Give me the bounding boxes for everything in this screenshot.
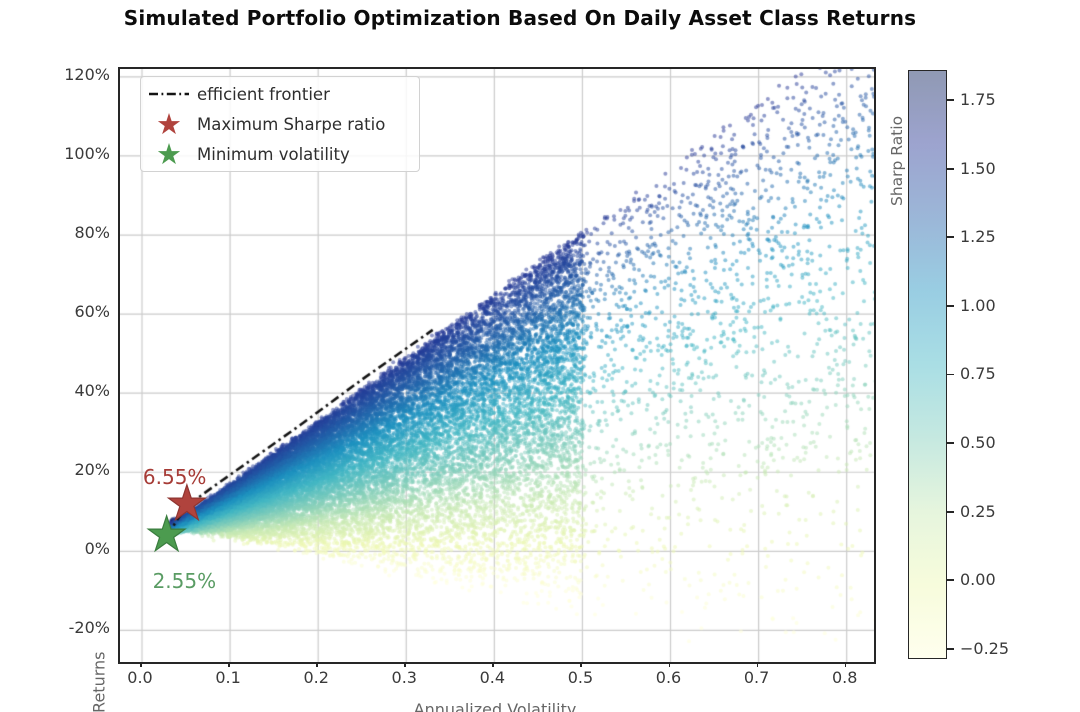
colorbar-tickmark bbox=[946, 579, 954, 582]
x-tickmark bbox=[228, 661, 230, 667]
colorbar-tickmark bbox=[946, 510, 954, 513]
x-tickmark bbox=[668, 661, 671, 667]
colorbar-tick-label: 1.50 bbox=[960, 158, 996, 178]
x-tick-label: 0.4 bbox=[479, 668, 506, 687]
legend-item-efficient-frontier: efficient frontier bbox=[141, 80, 419, 108]
colorbar-tickmark bbox=[946, 442, 954, 444]
colorbar-tick-label: 1.25 bbox=[960, 227, 996, 247]
x-tick-label: 0.5 bbox=[567, 668, 594, 687]
max-sharpe-annotation: 6.55% bbox=[142, 464, 207, 489]
max-sharpe-star-marker: ★ bbox=[165, 475, 209, 532]
x-tickmark bbox=[580, 661, 583, 667]
legend-item-max-sharpe: ★ Maximum Sharpe ratio bbox=[141, 107, 419, 141]
x-tickmark bbox=[404, 661, 407, 667]
x-tickmark bbox=[316, 661, 318, 667]
y-tick-label: -20% bbox=[68, 618, 110, 638]
x-tick-label: 0.1 bbox=[215, 668, 241, 687]
green-star-icon: ★ bbox=[156, 137, 182, 171]
dash-dot-line-icon bbox=[141, 91, 197, 97]
legend-label: Maximum Sharpe ratio bbox=[197, 114, 386, 134]
x-tick-label: 0.2 bbox=[303, 668, 329, 687]
colorbar-tickmark bbox=[946, 647, 954, 650]
x-tickmark bbox=[492, 661, 495, 667]
colorbar-tick-label: −0.25 bbox=[960, 638, 1010, 658]
y-tick-label: 100% bbox=[64, 143, 110, 163]
y-tick-label: 20% bbox=[74, 460, 110, 480]
colorbar-tickmark bbox=[946, 236, 954, 239]
colorbar-tick-label: 1.00 bbox=[960, 295, 996, 315]
legend-item-min-volatility: ★ Minimum volatility bbox=[141, 137, 419, 171]
x-tick-label: 0.7 bbox=[743, 668, 770, 687]
plot-area: efficient frontier ★ Maximum Sharpe rati… bbox=[90, 67, 876, 712]
colorbar-tick-label: 0.25 bbox=[960, 501, 996, 521]
x-tickmark bbox=[844, 661, 847, 667]
x-tick-label: 0.0 bbox=[127, 668, 153, 687]
y-tick-label: 80% bbox=[74, 223, 110, 243]
colorbar-tick-label: 0.75 bbox=[960, 364, 996, 384]
colorbar-label: Sharp Ratio bbox=[888, 115, 906, 206]
x-axis-label: Annualized Volatility bbox=[413, 700, 577, 712]
x-tick-label: 0.3 bbox=[391, 668, 417, 687]
y-tick-label: 120% bbox=[64, 64, 110, 84]
x-tickmark bbox=[140, 661, 142, 667]
x-tickmark bbox=[756, 661, 759, 667]
colorbar-tickmark bbox=[946, 304, 954, 307]
legend: efficient frontier ★ Maximum Sharpe rati… bbox=[140, 76, 420, 172]
legend-label: efficient frontier bbox=[197, 84, 330, 104]
colorbar-tickmark bbox=[946, 373, 954, 376]
red-star-icon: ★ bbox=[156, 107, 182, 141]
min-volatility-star-marker: ★ bbox=[145, 506, 189, 563]
colorbar bbox=[908, 70, 947, 659]
x-tick-label: 0.8 bbox=[831, 668, 858, 687]
y-tick-label: 60% bbox=[74, 302, 110, 322]
colorbar-tickmark bbox=[946, 167, 954, 170]
y-axis-label: Annualized Returns bbox=[90, 652, 109, 712]
colorbar-tick-label: 0.50 bbox=[960, 433, 996, 453]
legend-label: Minimum volatility bbox=[197, 144, 350, 164]
colorbar-gradient bbox=[909, 71, 946, 658]
y-tick-label: 0% bbox=[84, 539, 110, 559]
chart-title: Simulated Portfolio Optimization Based O… bbox=[123, 6, 917, 30]
x-tick-label: 0.6 bbox=[655, 668, 682, 687]
colorbar-tick-label: 1.75 bbox=[960, 90, 996, 110]
y-tick-label: 40% bbox=[74, 381, 110, 401]
colorbar-tickmark bbox=[946, 99, 954, 102]
colorbar-tick-label: 0.00 bbox=[960, 570, 996, 590]
min-volatility-annotation: 2.55% bbox=[152, 569, 217, 594]
